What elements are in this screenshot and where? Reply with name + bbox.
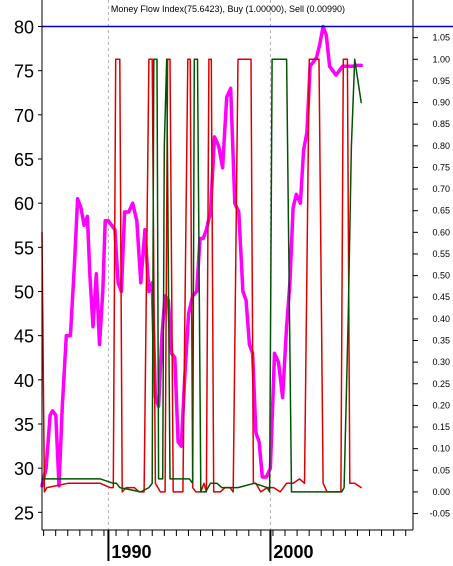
- chart-title: Money Flow Index(75.6423), Buy (1.00000)…: [111, 4, 345, 14]
- right-tick-label: 0.80: [432, 141, 450, 151]
- x-tick-label: 1990: [111, 542, 151, 561]
- right-tick-label: 0.50: [432, 271, 450, 281]
- left-tick-label: 25: [14, 503, 34, 523]
- x-axis-ticks: 1990 2000: [43, 530, 407, 562]
- left-tick-label: 30: [14, 459, 34, 479]
- left-tick-label: 45: [14, 327, 34, 347]
- right-tick-label: 0.40: [432, 314, 450, 324]
- series-line-3: [41, 58, 362, 493]
- left-tick-label: 40: [14, 371, 34, 391]
- left-tick-label: 80: [14, 18, 34, 38]
- right-tick-label: 0.70: [432, 184, 450, 194]
- series-line-1: [40, 24, 363, 488]
- right-tick-label: 0.90: [432, 98, 450, 108]
- left-tick-label: 75: [14, 62, 34, 82]
- right-tick-label: -0.05: [429, 509, 450, 519]
- left-tick-label: 60: [14, 194, 34, 214]
- right-tick-label: 0.45: [432, 292, 450, 302]
- x-tick-label: 2000: [273, 542, 313, 561]
- right-axis-ticks: 1.05 1.00 0.95 0.90 0.85 0.80 0.75 0.70 0.65 0.60…: [413, 33, 450, 519]
- right-tick-label: 0.00: [432, 487, 450, 497]
- right-tick-label: 0.10: [432, 444, 450, 454]
- right-tick-label: 1.00: [432, 54, 450, 64]
- left-tick-label: 55: [14, 238, 34, 258]
- left-tick-label: 70: [14, 106, 34, 126]
- right-tick-label: 0.15: [432, 422, 450, 432]
- left-tick-label: 65: [14, 150, 34, 170]
- right-tick-label: 0.85: [432, 119, 450, 129]
- series-group: [40, 24, 453, 493]
- right-tick-label: 0.20: [432, 400, 450, 410]
- right-tick-label: 0.55: [432, 249, 450, 259]
- right-tick-label: 0.65: [432, 206, 450, 216]
- left-tick-label: 50: [14, 283, 34, 303]
- left-axis-ticks: 80 75 70 65 60 55 50 45 40 35 30 25: [14, 18, 42, 523]
- right-tick-label: 0.30: [432, 357, 450, 367]
- left-tick-label: 35: [14, 415, 34, 435]
- right-tick-label: 1.05: [432, 33, 450, 43]
- right-tick-label: 0.60: [432, 227, 450, 237]
- right-tick-label: 0.25: [432, 379, 450, 389]
- series-line-2: [41, 58, 362, 493]
- right-tick-label: 0.05: [432, 465, 450, 475]
- right-tick-label: 0.35: [432, 335, 450, 345]
- right-tick-label: 0.95: [432, 76, 450, 86]
- right-tick-label: 0.75: [432, 162, 450, 172]
